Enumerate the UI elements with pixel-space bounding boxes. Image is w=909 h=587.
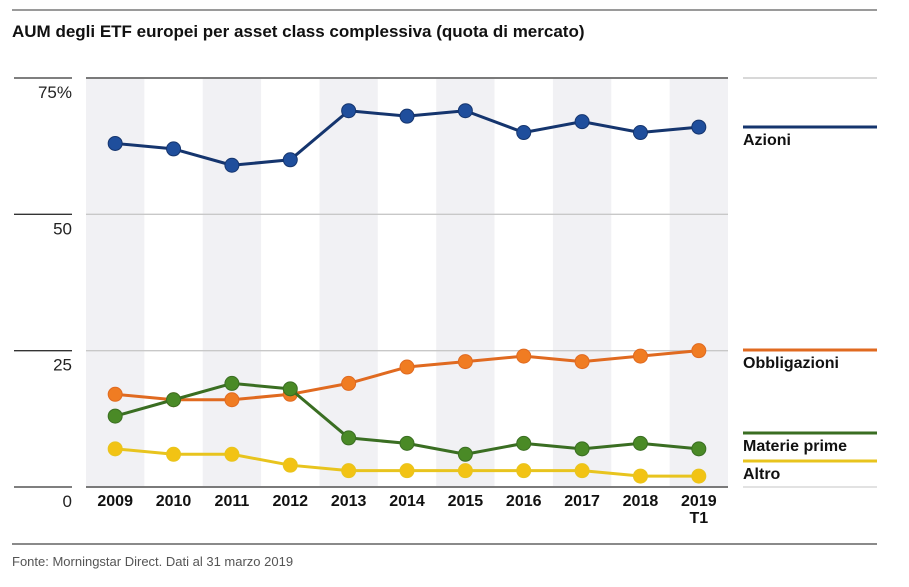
data-point-materie-prime bbox=[632, 435, 648, 451]
background-bands bbox=[86, 78, 728, 487]
data-point-materie-prime bbox=[224, 375, 240, 391]
y-tick-label: 50 bbox=[53, 219, 72, 238]
x-tick-label: 2019 bbox=[681, 493, 717, 510]
data-point-materie-prime bbox=[282, 381, 298, 397]
data-point-obbligazioni bbox=[399, 359, 415, 375]
data-point-obbligazioni bbox=[457, 354, 473, 370]
background-band bbox=[436, 78, 495, 487]
background-band bbox=[319, 78, 378, 487]
data-point-materie-prime bbox=[457, 446, 473, 462]
gridlines bbox=[86, 77, 728, 488]
data-point-azioni bbox=[516, 125, 532, 141]
x-tick-label: 2016 bbox=[506, 493, 542, 510]
data-point-altro bbox=[516, 463, 532, 479]
x-tick-label: 2010 bbox=[156, 493, 192, 510]
data-point-azioni bbox=[691, 119, 707, 135]
data-point-altro bbox=[399, 463, 415, 479]
x-tick-label: 2014 bbox=[389, 493, 425, 510]
data-point-altro bbox=[632, 468, 648, 484]
data-point-altro bbox=[341, 463, 357, 479]
x-tick-label: 2013 bbox=[331, 493, 367, 510]
background-band bbox=[202, 78, 262, 487]
legend-item-materie-prime: Materie prime bbox=[743, 431, 877, 455]
y-tick-label: 25 bbox=[53, 356, 72, 375]
data-point-obbligazioni bbox=[224, 392, 240, 408]
data-point-obbligazioni bbox=[574, 354, 590, 370]
data-point-altro bbox=[574, 463, 590, 479]
background-band bbox=[669, 78, 728, 487]
legend-label: Obbligazioni bbox=[743, 355, 839, 372]
data-point-obbligazioni bbox=[516, 348, 532, 364]
data-point-obbligazioni bbox=[632, 348, 648, 364]
x-tick-label: 2011 bbox=[215, 493, 250, 510]
x-tick-label: 2015 bbox=[448, 493, 484, 510]
data-point-azioni bbox=[166, 141, 182, 157]
data-point-obbligazioni bbox=[107, 386, 123, 402]
x-tick-label: 2017 bbox=[564, 493, 600, 510]
data-point-azioni bbox=[224, 157, 240, 173]
series-materie-prime bbox=[107, 375, 707, 462]
source-note: Fonte: Morningstar Direct. Dati al 31 ma… bbox=[12, 554, 293, 569]
data-point-azioni bbox=[574, 114, 590, 130]
data-point-azioni bbox=[341, 103, 357, 119]
data-point-materie-prime bbox=[516, 435, 532, 451]
data-point-azioni bbox=[457, 103, 473, 119]
data-point-altro bbox=[107, 441, 123, 457]
data-point-azioni bbox=[107, 135, 123, 151]
background-band bbox=[552, 78, 612, 487]
data-point-altro bbox=[691, 468, 707, 484]
data-point-azioni bbox=[632, 125, 648, 141]
x-tick-label: 2009 bbox=[97, 493, 133, 510]
data-point-materie-prime bbox=[166, 392, 182, 408]
x-tick-label: 2012 bbox=[272, 493, 308, 510]
x-axis: 2009 2010 2011 2012 2013 2014 2015 2016 2017 2018… bbox=[97, 493, 716, 527]
data-point-materie-prime bbox=[574, 441, 590, 457]
data-point-altro bbox=[166, 446, 182, 462]
data-point-altro bbox=[282, 457, 298, 473]
legend-label: Azioni bbox=[743, 132, 791, 149]
series-obbligazioni bbox=[107, 343, 707, 408]
data-point-altro bbox=[457, 463, 473, 479]
x-tick-label: T1 bbox=[689, 510, 708, 527]
series-group bbox=[107, 103, 707, 484]
series-altro bbox=[107, 441, 707, 484]
series-azioni bbox=[107, 103, 707, 173]
y-axis: 0 25 50 75% bbox=[14, 77, 72, 511]
legend: Azioni Obbligazioni Materie prime Altro bbox=[743, 77, 877, 488]
data-point-obbligazioni bbox=[691, 343, 707, 359]
legend-label: Materie prime bbox=[743, 438, 847, 455]
data-point-materie-prime bbox=[399, 435, 415, 451]
data-point-azioni bbox=[282, 152, 298, 168]
data-point-obbligazioni bbox=[341, 375, 357, 391]
x-tick-label: 2018 bbox=[623, 493, 659, 510]
legend-label: Altro bbox=[743, 466, 781, 483]
data-point-altro bbox=[224, 446, 240, 462]
data-point-materie-prime bbox=[341, 430, 357, 446]
y-tick-label: 0 bbox=[63, 492, 72, 511]
data-point-materie-prime bbox=[691, 441, 707, 457]
legend-item-obbligazioni: Obbligazioni bbox=[743, 348, 877, 372]
data-point-azioni bbox=[399, 108, 415, 124]
legend-item-azioni: Azioni bbox=[743, 125, 877, 149]
data-point-materie-prime bbox=[107, 408, 123, 424]
y-tick-label: 75% bbox=[38, 83, 72, 102]
legend-item-altro: Altro bbox=[743, 459, 877, 483]
chart-title: AUM degli ETF europei per asset class co… bbox=[12, 22, 585, 41]
